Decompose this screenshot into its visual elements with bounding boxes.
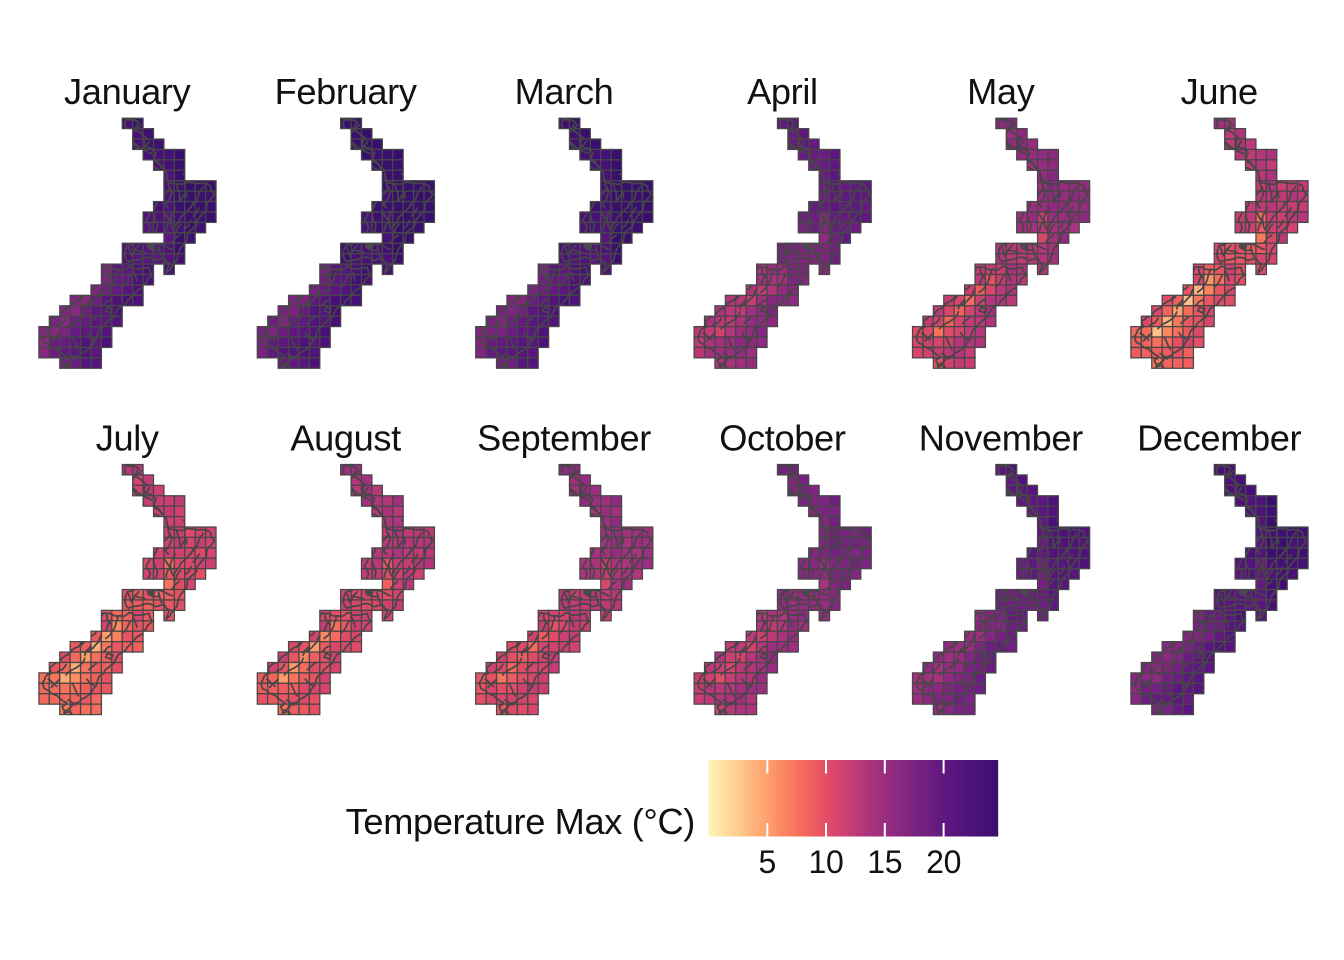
svg-text:March: March bbox=[515, 71, 614, 112]
svg-text:December: December bbox=[1137, 418, 1301, 459]
svg-text:February: February bbox=[275, 71, 418, 112]
svg-text:April: April bbox=[747, 71, 818, 112]
svg-text:May: May bbox=[967, 71, 1036, 112]
svg-text:10: 10 bbox=[809, 844, 844, 880]
svg-text:October: October bbox=[719, 418, 846, 459]
svg-text:5: 5 bbox=[759, 844, 777, 880]
svg-text:20: 20 bbox=[926, 844, 961, 880]
svg-text:August: August bbox=[290, 418, 401, 459]
svg-text:November: November bbox=[919, 418, 1083, 459]
svg-text:Temperature Max (°C): Temperature Max (°C) bbox=[346, 801, 695, 842]
svg-text:January: January bbox=[64, 71, 192, 112]
svg-text:June: June bbox=[1181, 71, 1258, 112]
svg-text:15: 15 bbox=[867, 844, 902, 880]
svg-text:September: September bbox=[477, 418, 651, 459]
svg-text:July: July bbox=[96, 418, 160, 459]
